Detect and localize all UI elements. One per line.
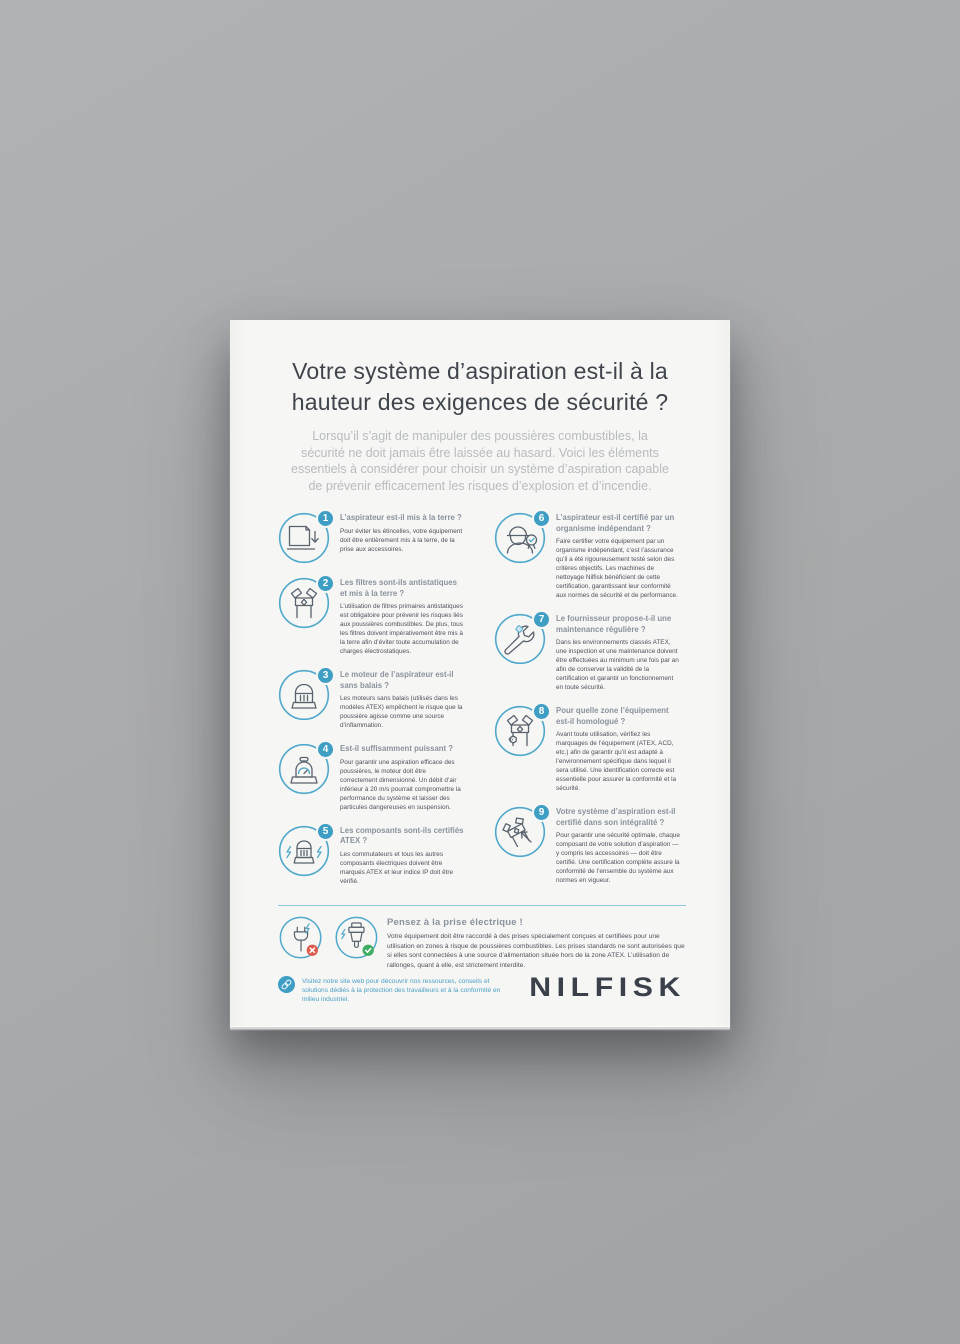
item-title: Votre système d’aspiration est-il certif…	[556, 807, 676, 827]
link-icon	[278, 976, 295, 993]
brushless-motor-icon: 3	[278, 666, 335, 721]
item-body: Faire certifier votre équipement par un …	[556, 538, 678, 599]
grounded-vacuum-icon: 1	[278, 509, 335, 564]
list-item: 2 Les filtres sont-ils antistatiques et …	[278, 574, 470, 656]
step-number-badge: 9	[532, 803, 551, 822]
list-item: 9 Votre système d’aspiration est-il cert…	[494, 803, 686, 885]
note-icons	[278, 915, 380, 970]
website-message: Visitez notre site web pour découvrir no…	[302, 978, 501, 1003]
step-number-badge: 4	[316, 740, 335, 759]
full-system-certified-icon: 9	[494, 803, 551, 858]
power-gauge-icon: 4	[278, 740, 335, 795]
item-title: Le moteur de l’aspirateur est-il sans ba…	[340, 670, 454, 690]
step-number-badge: 2	[316, 574, 335, 593]
item-title: Les filtres sont-ils antistatiques et mi…	[340, 578, 457, 598]
item-body: L’utilisation de filtres primaires antis…	[340, 603, 463, 655]
nilfisk-logo: NILFISK	[529, 971, 686, 1002]
checklist-column-left: 1 L’aspirateur est-il mis à la terre ? P…	[278, 509, 470, 899]
brochure-page: Votre système d’aspiration est-il à la h…	[230, 320, 730, 1026]
note-body: Votre équipement doit être raccordé à de…	[387, 933, 685, 969]
step-number-badge: 5	[316, 821, 335, 841]
page-title: Votre système d’aspiration est-il à la h…	[291, 358, 669, 415]
list-item: 6 L’aspirateur est-il certifié par un or…	[494, 509, 686, 600]
page-footer: Visitez notre site web pour découvrir no…	[278, 971, 686, 1004]
standard-plug-forbidden-icon	[279, 916, 322, 959]
item-title: L’aspirateur est-il mis à la terre ?	[340, 513, 462, 522]
item-title: Le fournisseur propose-t-il une maintena…	[556, 614, 672, 634]
item-body: Les commutateurs et tous les autres comp…	[340, 850, 454, 885]
item-body: Pour garantir une sécurité optimale, cha…	[556, 832, 680, 884]
list-item: 7 Le fournisseur propose-t-il une mainte…	[494, 610, 686, 692]
step-number-badge: 3	[316, 666, 335, 685]
certified-worker-icon: 6	[494, 509, 551, 564]
step-number-badge: 6	[532, 509, 551, 528]
checklist-column-right: 6 L’aspirateur est-il certifié par un or…	[494, 509, 686, 899]
checklist-grid: 1 L’aspirateur est-il mis à la terre ? P…	[278, 509, 686, 899]
zone-marking-icon: Ex 8	[494, 702, 551, 757]
page-intro: Lorsqu’il s’agit de manipuler des poussi…	[291, 429, 669, 493]
list-item: Ex 8 Pour quelle zone l’équipement est-i…	[494, 702, 686, 793]
industrial-plug-approved-icon	[335, 916, 378, 959]
note-title: Pensez à la prise électrique !	[387, 917, 523, 928]
maintenance-wrench-icon: 7	[494, 610, 551, 665]
list-item: 4 Est-il suffisamment puissant ? Pour ga…	[278, 740, 470, 812]
step-number-badge: 1	[316, 509, 335, 528]
electrical-note: Pensez à la prise électrique ! Votre équ…	[278, 905, 686, 970]
item-title: Pour quelle zone l’équipement est-il hom…	[556, 706, 669, 726]
antistatic-filter-icon: 2	[278, 574, 335, 629]
item-body: Les moteurs sans balais (utilisés dans l…	[340, 695, 463, 729]
list-item: 3 Le moteur de l’aspirateur est-il sans …	[278, 666, 470, 730]
doc-header: Votre système d’aspiration est-il à la h…	[260, 356, 700, 494]
atex-components-icon: 5	[278, 821, 335, 877]
item-title: Les composants sont-ils certifiés ATEX ?	[340, 825, 464, 846]
item-body: Pour éviter les étincelles, votre équipe…	[340, 527, 463, 553]
item-title: L’aspirateur est-il certifié par un orga…	[556, 513, 675, 533]
step-number-badge: 7	[532, 610, 551, 629]
item-body: Dans les environnements classés ATEX, un…	[556, 639, 679, 691]
item-body: Avant toute utilisation, vérifiez les ma…	[556, 731, 677, 792]
step-number-badge: 8	[532, 702, 551, 721]
svg-text:Ex: Ex	[509, 737, 515, 742]
item-title: Est-il suffisamment puissant ?	[340, 744, 454, 753]
list-item: 1 L’aspirateur est-il mis à la terre ? P…	[278, 509, 470, 564]
item-body: Pour garantir une aspiration efficace de…	[340, 758, 461, 811]
list-item: 5 Les composants sont-ils certifiés ATEX…	[278, 821, 470, 886]
